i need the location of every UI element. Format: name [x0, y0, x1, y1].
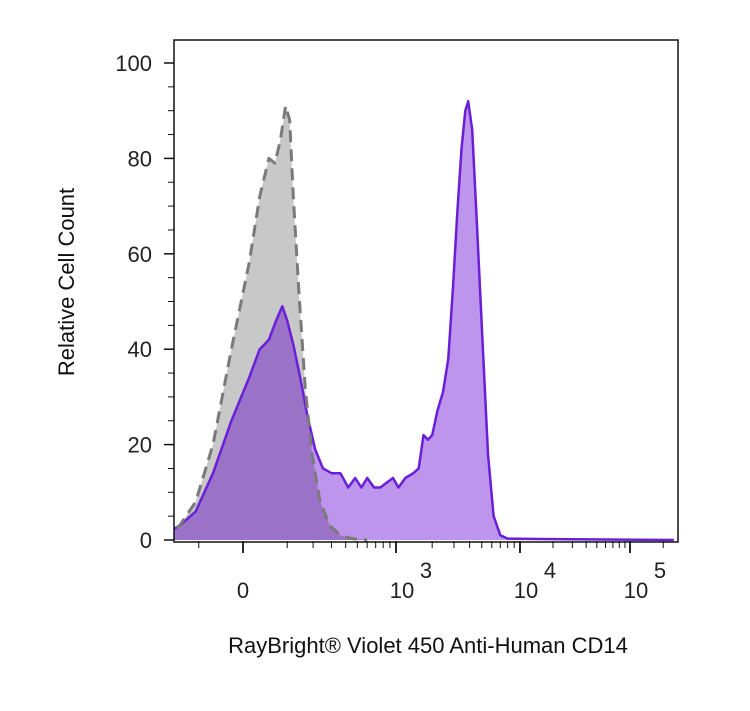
x-tick-label: 10 [390, 578, 414, 603]
x-tick-exponent: 3 [420, 558, 432, 583]
series-stained-line [174, 99, 674, 542]
y-tick-label: 60 [128, 242, 152, 267]
x-tick-exponent: 4 [544, 558, 556, 583]
y-tick-label: 40 [128, 337, 152, 362]
y-tick-label: 20 [128, 433, 152, 458]
series-overlap-area [174, 105, 368, 540]
x-tick-exponent: 5 [654, 558, 666, 583]
series-control-area [174, 105, 368, 540]
plot-frame [173, 39, 679, 543]
x-axis-title: RayBright® Violet 450 Anti-Human CD14 [228, 633, 628, 658]
y-tick-label: 100 [115, 51, 152, 76]
y-axis: 0 20 40 60 80 100 [115, 51, 174, 553]
y-tick-label: 80 [128, 146, 152, 171]
series-stained-area [174, 101, 674, 540]
plot-area [174, 99, 674, 542]
y-tick-label: 0 [140, 528, 152, 553]
x-tick-label: 10 [514, 578, 538, 603]
series-control-line [174, 104, 368, 542]
y-axis-title: Relative Cell Count [54, 188, 79, 376]
x-tick-label: 0 [237, 578, 249, 603]
x-tick-label: 10 [624, 578, 648, 603]
